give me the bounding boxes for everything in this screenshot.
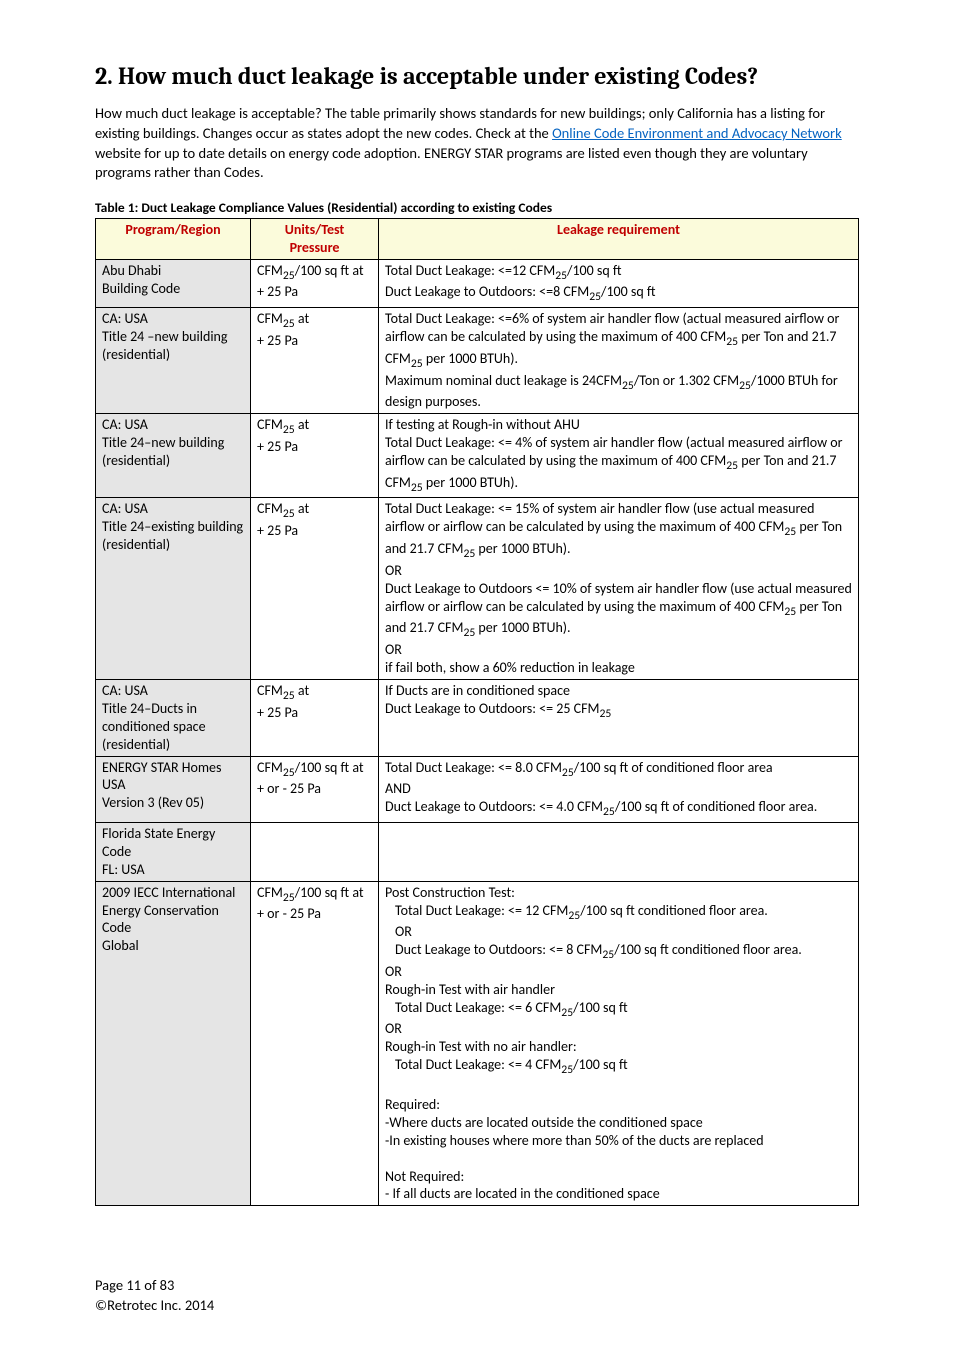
col-header-units: Units/Test Pressure	[251, 218, 379, 259]
cell-req: If Ducts are in conditioned spaceDuct Le…	[379, 679, 859, 756]
cell-req	[379, 822, 859, 881]
cell-req: If testing at Rough-in without AHUTotal …	[379, 414, 859, 498]
cell-region: ENERGY STAR Homes USA Version 3 (Rev 05)	[96, 756, 251, 822]
cell-region: Florida State Energy Code FL: USA	[96, 822, 251, 881]
table-row: Abu Dhabi Building Code CFM25/100 sq ft …	[96, 259, 859, 307]
table-header-row: Program/Region Units/Test Pressure Leaka…	[96, 218, 859, 259]
region-line: ENERGY STAR Homes	[102, 759, 244, 777]
cell-req: Total Duct Leakage: <= 8.0 CFM25/100 sq …	[379, 756, 859, 822]
duct-leakage-table: Program/Region Units/Test Pressure Leaka…	[95, 218, 859, 1206]
page-footer: Page 11 of 83 ©Retrotec Inc. 2014	[95, 1276, 859, 1315]
cell-req: Total Duct Leakage: <=6% of system air h…	[379, 308, 859, 414]
region-line: FL: USA	[102, 861, 244, 879]
region-line: CA: USA	[102, 682, 244, 700]
region-line: Title 24–new building (residential)	[102, 434, 244, 470]
footer-page: Page 11 of 83	[95, 1276, 859, 1296]
col-header-program: Program/Region	[96, 218, 251, 259]
region-line: Florida State Energy Code	[102, 825, 244, 861]
col-header-units-l1: Units/Test	[285, 221, 345, 238]
intro-text-post: website for up to date details on energy…	[95, 144, 808, 182]
region-line: CA: USA	[102, 500, 244, 518]
region-line: Abu Dhabi	[102, 262, 244, 280]
region-line: Building Code	[102, 280, 244, 298]
intro-paragraph: How much duct leakage is acceptable? The…	[95, 104, 859, 182]
cell-units: CFM25 at+ 25 Pa	[251, 414, 379, 498]
cell-units: CFM25 at+ 25 Pa	[251, 498, 379, 679]
region-line: 2009 IECC International Energy Conservat…	[102, 884, 244, 938]
table-row: CA: USA Title 24–Ducts in conditioned sp…	[96, 679, 859, 756]
cell-units: CFM25/100 sq ft at+ 25 Pa	[251, 259, 379, 307]
cell-units: CFM25 at+ 25 Pa	[251, 308, 379, 414]
cell-region: CA: USA Title 24–existing building (resi…	[96, 498, 251, 679]
region-line: CA: USA	[102, 310, 244, 328]
cell-req: Total Duct Leakage: <=12 CFM25/100 sq ft…	[379, 259, 859, 307]
region-line: USA	[102, 776, 244, 794]
region-line: Global	[102, 937, 244, 955]
table-row: 2009 IECC International Energy Conservat…	[96, 881, 859, 1206]
cell-req: Post Construction Test:Total Duct Leakag…	[379, 881, 859, 1206]
col-header-units-l2: Pressure	[290, 239, 340, 256]
cell-region: CA: USA Title 24–new building (residenti…	[96, 414, 251, 498]
cell-region: Abu Dhabi Building Code	[96, 259, 251, 307]
cell-units: CFM25/100 sq ft at+ or - 25 Pa	[251, 756, 379, 822]
region-line: Title 24–Ducts in conditioned space (res…	[102, 700, 244, 754]
region-line: CA: USA	[102, 416, 244, 434]
region-line: Version 3 (Rev 05)	[102, 794, 244, 812]
table-caption: Table 1: Duct Leakage Compliance Values …	[95, 199, 859, 217]
page-heading: 2. How much duct leakage is acceptable u…	[95, 60, 859, 92]
table-row: ENERGY STAR Homes USA Version 3 (Rev 05)…	[96, 756, 859, 822]
cell-region: 2009 IECC International Energy Conservat…	[96, 881, 251, 1206]
cell-units	[251, 822, 379, 881]
cell-region: CA: USA Title 24–Ducts in conditioned sp…	[96, 679, 251, 756]
cell-units: CFM25/100 sq ft at+ or - 25 Pa	[251, 881, 379, 1206]
cell-units: CFM25 at+ 25 Pa	[251, 679, 379, 756]
region-line: Title 24–existing building (residential)	[102, 518, 244, 554]
table-row: CA: USA Title 24–existing building (resi…	[96, 498, 859, 679]
footer-copyright: ©Retrotec Inc. 2014	[95, 1296, 859, 1316]
table-row: CA: USA Title 24–new building (residenti…	[96, 414, 859, 498]
table-row: Florida State Energy Code FL: USA	[96, 822, 859, 881]
ocean-link[interactable]: Online Code Environment and Advocacy Net…	[552, 124, 842, 142]
cell-region: CA: USA Title 24 –new building (resident…	[96, 308, 251, 414]
table-row: CA: USA Title 24 –new building (resident…	[96, 308, 859, 414]
cell-req: Total Duct Leakage: <= 15% of system air…	[379, 498, 859, 679]
col-header-leakage: Leakage requirement	[379, 218, 859, 259]
region-line: Title 24 –new building (residential)	[102, 328, 244, 364]
